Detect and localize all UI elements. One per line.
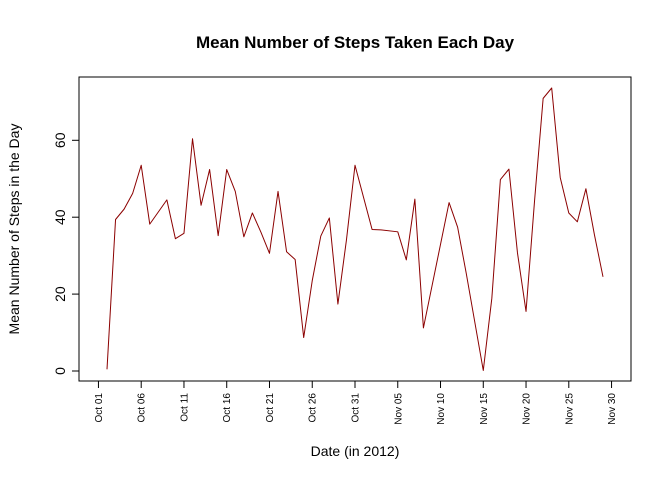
y-tick-label: 0	[52, 367, 68, 375]
data-point	[490, 297, 493, 300]
data-point	[465, 271, 468, 274]
data-point	[131, 192, 134, 195]
data-point	[567, 211, 570, 214]
data-point	[105, 368, 108, 371]
x-tick-label: Nov 15	[479, 393, 490, 425]
data-point	[268, 252, 271, 255]
series-line	[106, 87, 604, 371]
data-point	[294, 258, 297, 261]
data-point	[276, 190, 279, 193]
x-tick-label: Nov 10	[436, 393, 447, 425]
x-tick-label: Oct 21	[265, 393, 276, 423]
data-point	[217, 234, 220, 237]
data-point	[123, 208, 126, 211]
data-point	[182, 232, 185, 235]
data-point	[601, 275, 604, 278]
data-point	[456, 226, 459, 229]
data-point	[482, 369, 485, 372]
y-axis-label: Mean Number of Steps in the Day	[6, 124, 22, 335]
data-point	[559, 176, 562, 179]
data-point	[165, 198, 168, 201]
data-point	[302, 336, 305, 339]
data-point	[225, 168, 228, 171]
y-tick-label: 60	[52, 132, 68, 148]
data-point	[140, 164, 143, 167]
x-tick-label: Nov 20	[522, 393, 533, 425]
y-tick-label: 20	[52, 286, 68, 302]
data-point	[516, 251, 519, 254]
data-point	[311, 279, 314, 282]
x-tick-label: Oct 11	[179, 393, 190, 422]
data-point	[371, 228, 374, 231]
data-point	[533, 199, 536, 202]
data-point	[336, 302, 339, 305]
data-point	[174, 237, 177, 240]
data-point	[234, 190, 237, 193]
data-point	[593, 233, 596, 236]
data-point	[576, 220, 579, 223]
data-point	[584, 187, 587, 190]
x-tick-label: Oct 01	[94, 393, 105, 423]
x-axis: Oct 01 Oct 06 Oct 11 Oct 16 Oct 21 Oct 26 Oct …	[94, 380, 618, 425]
data-point	[405, 258, 408, 261]
data-point	[285, 250, 288, 253]
data-point	[251, 211, 254, 214]
data-point	[550, 86, 553, 89]
data-point	[259, 231, 262, 234]
data-point	[345, 238, 348, 241]
series-layer	[105, 86, 604, 372]
x-tick-label: Oct 31	[351, 393, 362, 423]
x-tick-label: Oct 06	[137, 393, 148, 423]
data-point	[396, 230, 399, 233]
data-point	[379, 228, 382, 231]
data-point	[413, 198, 416, 201]
data-point	[208, 168, 211, 171]
x-tick-label: Oct 26	[308, 393, 319, 423]
y-tick-label: 40	[52, 209, 68, 225]
data-point	[148, 223, 151, 226]
data-point	[447, 201, 450, 204]
x-tick-label: Nov 25	[564, 393, 575, 425]
data-point	[524, 310, 527, 313]
data-point	[507, 168, 510, 171]
y-axis: 0 20 40 60	[52, 132, 80, 375]
x-axis-label: Date (in 2012)	[311, 443, 400, 459]
data-point	[328, 216, 331, 219]
x-tick-label: Nov 30	[607, 393, 618, 425]
data-point	[499, 178, 502, 181]
data-point	[542, 97, 545, 100]
plot-frame	[78, 76, 632, 382]
data-point	[191, 137, 194, 140]
x-tick-label: Oct 16	[222, 393, 233, 423]
x-tick-label: Nov 05	[393, 393, 404, 425]
data-point	[319, 234, 322, 237]
data-point	[199, 204, 202, 207]
data-point	[422, 326, 425, 329]
data-point	[242, 235, 245, 238]
chart-title: Mean Number of Steps Taken Each Day	[196, 33, 515, 52]
data-point	[353, 164, 356, 167]
data-point	[114, 218, 117, 221]
